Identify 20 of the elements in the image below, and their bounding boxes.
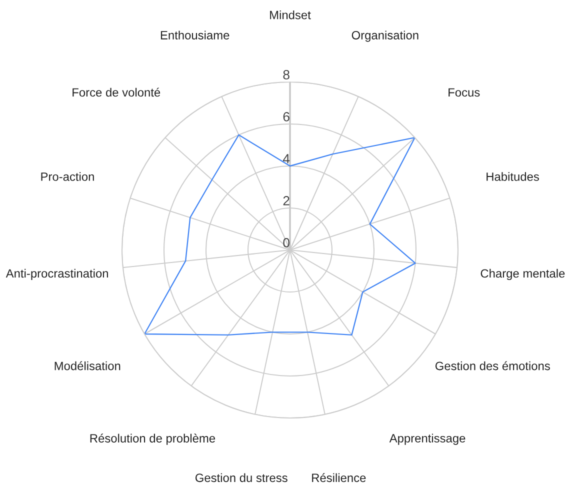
spoke-label: Mindset [270,10,311,20]
spoke-label: Pro-action [41,172,94,181]
y-tick-label: 4 [282,154,290,164]
spoke-label: Modélisation [54,361,120,370]
y-tick-label: 0 [283,238,290,248]
spoke-label: Gestion des émotions [435,361,550,370]
spoke-label: Charge mentale [480,268,565,280]
y-tick-label: 6 [283,112,290,122]
spoke-label: Force de volonté [72,88,160,97]
spoke-label: Anti-procrastination [6,268,108,280]
spoke-label: Apprentissage [389,434,466,445]
spoke-label: Gestion du stress [195,473,288,482]
spoke-label: Résolution de problème [90,434,216,445]
spoke-label: Focus [448,88,480,97]
spoke-label: Enthousiame [160,30,230,40]
y-tick-label: 8 [283,70,290,80]
spoke-label: Résilience [312,473,366,482]
spoke-label: Organisation [352,30,418,42]
y-tick-label: 2 [283,196,290,206]
spoke-label: Habitudes [486,172,539,181]
